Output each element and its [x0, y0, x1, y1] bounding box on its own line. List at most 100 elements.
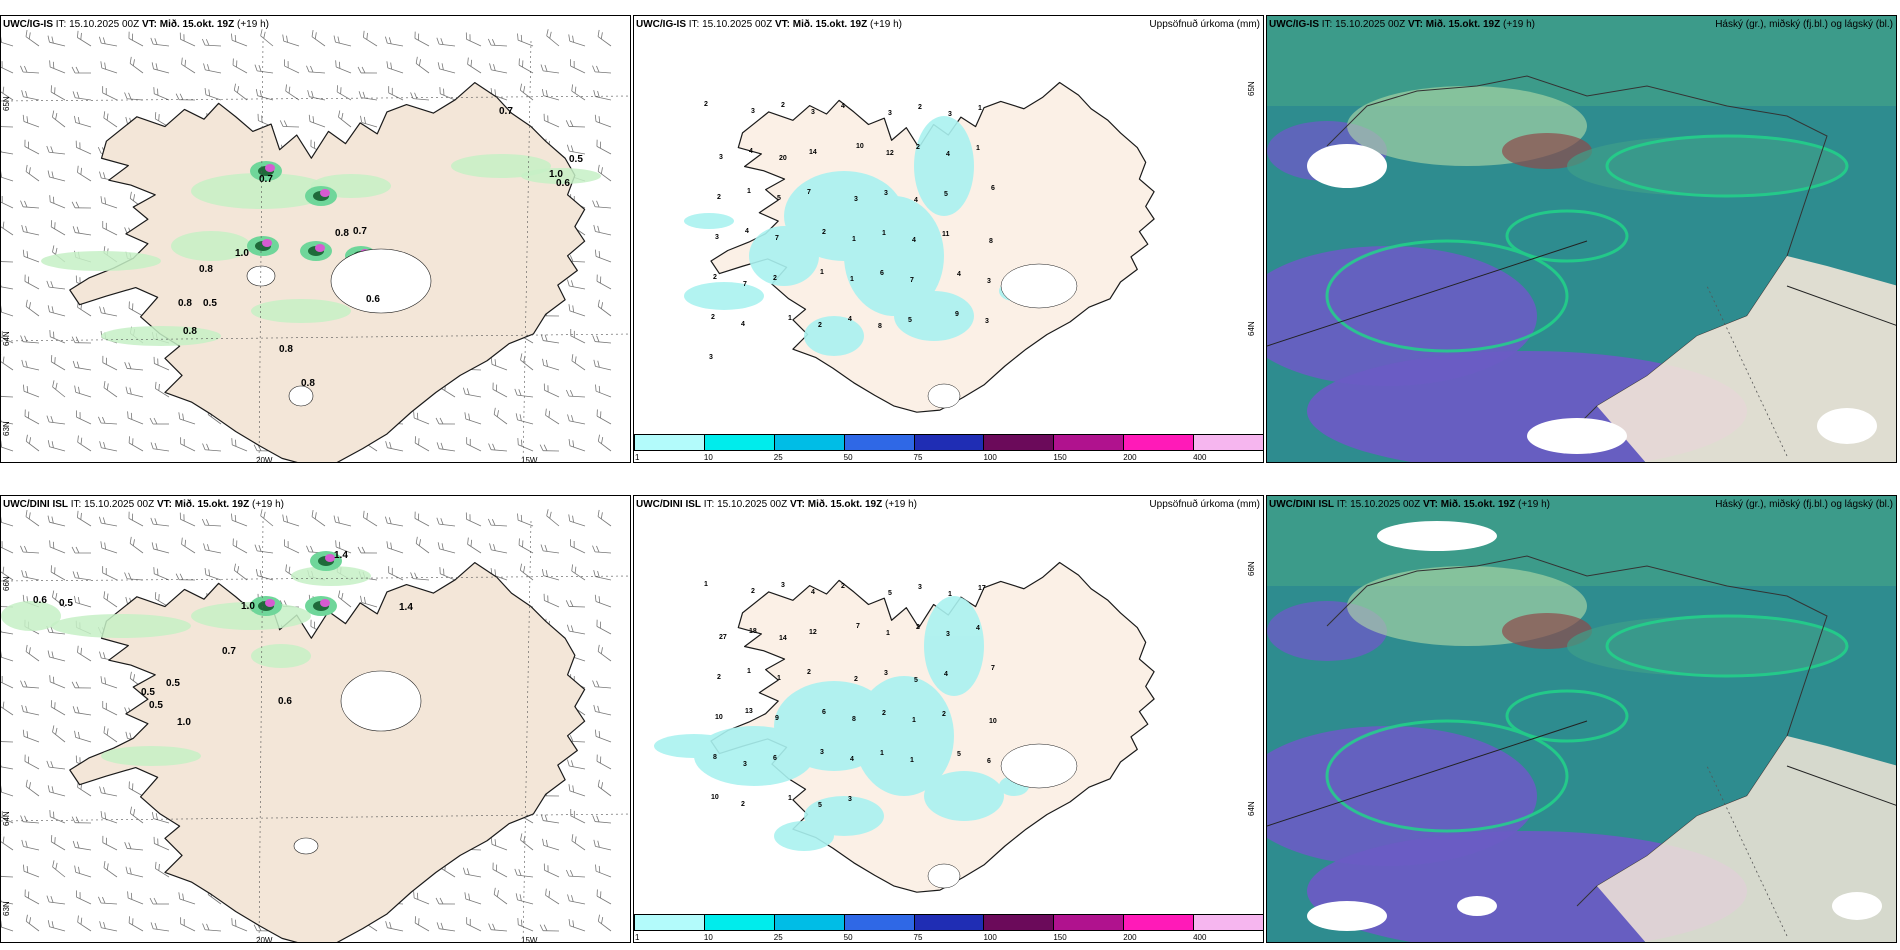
precip-value-label: 2 [818, 322, 822, 329]
precip-value-label: 2 [916, 624, 920, 631]
precip-value-label: 0.6 [33, 595, 47, 606]
precip-value-label: 0.5 [149, 700, 163, 711]
precip-value-label: 4 [850, 756, 854, 763]
iceland-coastline [69, 82, 586, 462]
colorbar-swatch [703, 434, 775, 451]
precip-value-label: 2 [916, 144, 920, 151]
precip-value-label: 2 [711, 314, 715, 321]
precip-value-label: 1 [788, 315, 792, 322]
precip-value-label: 1 [777, 675, 781, 682]
precip-value-label: 3 [987, 278, 991, 285]
precip-value-label: 3 [751, 108, 755, 115]
precip-values: 1234253117271814127123421122354710139682… [704, 581, 997, 809]
precip-value-label: 5 [888, 590, 892, 597]
precip-value-label: 1 [704, 581, 708, 588]
precip-value-label: 4 [946, 151, 950, 158]
precip-value-label: 8 [989, 238, 993, 245]
iceland-coastline [69, 562, 586, 942]
precip-value-label: 3 [946, 631, 950, 638]
precip-value-label: 0.8 [199, 264, 213, 275]
panel-header: UWC/DINI ISL IT: 15.10.2025 00Z VT: Mið.… [636, 499, 917, 510]
graticule [1, 520, 630, 942]
precip-value-label: 1 [910, 757, 914, 764]
precip-value-label: 1 [852, 236, 856, 243]
precip-value-label: 4 [841, 103, 845, 110]
precip-value-label: 2 [918, 104, 922, 111]
cloud-map [1267, 16, 1896, 462]
precip-value-label: 8 [878, 323, 882, 330]
precip-value-label: 20 [779, 155, 787, 162]
precip-value-label: 2 [822, 229, 826, 236]
precip-value-label: 12 [886, 150, 894, 157]
precip-value-label: 5 [944, 191, 948, 198]
colorbar-tick-label: 100 [983, 453, 997, 462]
colorbar-swatch [913, 914, 985, 931]
colorbar-tick-label: 25 [773, 933, 783, 942]
precip-value-label: 14 [779, 635, 787, 642]
glacier-patches [927, 263, 1078, 409]
panel-title: Uppsöfnuð úrkoma (mm) [1149, 19, 1260, 30]
panel-title: Háský (gr.), miðský (fj.bl.) og lágský (… [1715, 19, 1893, 30]
precip-value-label: 0.5 [141, 687, 155, 698]
colorbar-swatch [1123, 434, 1195, 451]
precip-shading [41, 154, 601, 346]
precip-value-label: 1.4 [334, 550, 348, 561]
precip-value-label: 5 [914, 677, 918, 684]
precip-value-label: 3 [781, 582, 785, 589]
glacier-patches [927, 743, 1078, 889]
precip-value-label: 0.5 [166, 678, 180, 689]
precip-value-label: 3 [884, 190, 888, 197]
precip-value-label: 3 [884, 670, 888, 677]
colorbar-swatch [634, 914, 705, 931]
colorbar-tick-label: 75 [913, 453, 923, 462]
precip-value-label: 27 [719, 634, 727, 641]
precip-value-label: 6 [987, 758, 991, 765]
map-panel-igis-wind: UWC/IG-IS IT: 15.10.2025 00Z VT: Mið. 15… [0, 15, 631, 463]
latitude-label: 63N [2, 901, 11, 916]
precip-value-label: 0.8 [335, 228, 349, 239]
longitude-label: 20W [256, 936, 273, 943]
precip-value-label: 1 [912, 717, 916, 724]
precip-value-label: 3 [948, 111, 952, 118]
precip-value-label: 3 [709, 354, 713, 361]
colorbar-tick-label: 75 [913, 933, 923, 942]
precip-map: 65N64N2323432313420141012241215733456347… [684, 81, 1256, 413]
precip-value-label: 3 [820, 749, 824, 756]
colorbar-tick-label: 25 [773, 453, 783, 462]
precip-value-label: 5 [818, 802, 822, 809]
colorbar-tick-label: 1 [635, 453, 640, 462]
precip-value-label: 4 [811, 589, 815, 596]
colorbar-swatch [634, 434, 705, 451]
precip-value-label: 2 [751, 588, 755, 595]
colorbar-swatch [843, 434, 915, 451]
colorbar-tick-label: 400 [1193, 453, 1207, 462]
precip-value-label: 0.6 [366, 294, 380, 305]
precip-value-label: 0.6 [556, 178, 570, 189]
panel-header: UWC/DINI ISL IT: 15.10.2025 00Z VT: Mið.… [1269, 499, 1550, 510]
colorbar-swatch [1193, 914, 1263, 931]
colorbar-swatch [1123, 914, 1195, 931]
precip-value-label: 1 [747, 188, 751, 195]
precip-value-label: 2 [713, 274, 717, 281]
latitude-label: 63N [2, 421, 11, 436]
glacier-patches [293, 670, 422, 855]
precip-value-label: 7 [856, 623, 860, 630]
precip-values: 2323432313420141012241215733456347211411… [704, 101, 995, 361]
precip-value-label: 13 [745, 708, 753, 715]
precip-value-label: 1 [978, 105, 982, 112]
precip-value-label: 6 [991, 185, 995, 192]
precip-value-label: 1 [820, 269, 824, 276]
precip-value-label: 1 [976, 145, 980, 152]
map-panel-dini-wind: UWC/DINI ISL IT: 15.10.2025 00Z VT: Mið.… [0, 495, 631, 943]
precip-value-label: 0.7 [353, 226, 367, 237]
cloud-map [1267, 496, 1896, 942]
latitude-label: 66N [2, 576, 11, 591]
colorbar-tick-label: 50 [843, 933, 853, 942]
precip-value-label: 3 [848, 796, 852, 803]
precip-map: 66N64N1234253117271814127123421122354710… [654, 561, 1256, 893]
precip-value-label: 2 [704, 101, 708, 108]
precip-value-label: 4 [848, 316, 852, 323]
precip-value-label: 3 [854, 196, 858, 203]
latitude-label: 64N [2, 811, 11, 826]
